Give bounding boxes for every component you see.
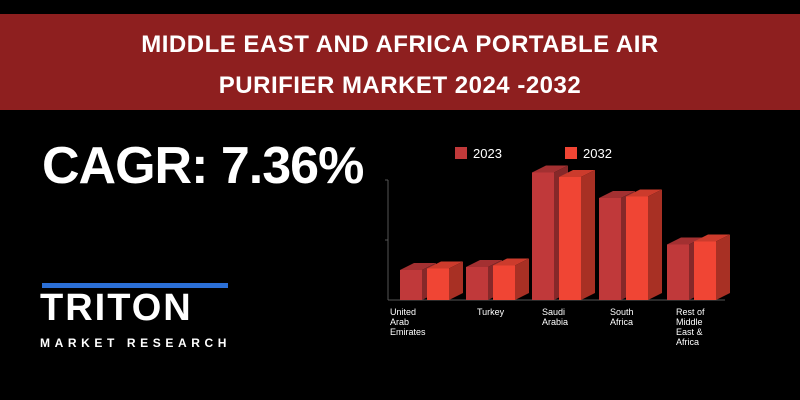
x-tick-label-1: Turkey [477, 307, 505, 317]
bar-top-face [427, 261, 463, 269]
bar-side-face [716, 234, 730, 300]
bar-front-face [493, 265, 515, 300]
bar-top-face [599, 191, 635, 198]
x-tick-label-4: Rest of Middle East & Africa [676, 307, 705, 347]
x-tick-labels: United Arab Emirates Turkey Saudi Arabia South… [390, 307, 705, 347]
chart-legend: 2023 2032 [455, 146, 612, 161]
bar-top-face [626, 189, 662, 197]
logo-accent-bar [42, 283, 228, 288]
logo-subtitle: MARKET RESEARCH [40, 336, 232, 350]
legend-label-2023: 2023 [473, 146, 502, 161]
bar-2032-4 [694, 234, 730, 300]
bar-front-face [694, 241, 716, 300]
bar-top-face [532, 165, 568, 173]
x-tick-label-3: South Africa [610, 307, 634, 327]
bar-front-face [532, 172, 554, 300]
bar-2032-1 [493, 258, 529, 300]
bar-2032-2 [559, 170, 595, 300]
bar-front-face [427, 268, 449, 300]
bar-top-face [466, 260, 502, 267]
bar-top-face [667, 237, 703, 245]
triton-logo: TRITON MARKET RESEARCH [40, 283, 235, 358]
bar-top-face [559, 170, 595, 177]
bar-top-face [493, 258, 529, 266]
bar-front-face [626, 196, 648, 300]
title-line-1: MIDDLE EAST AND AFRICA PORTABLE AIR [141, 31, 659, 58]
bar-front-face [466, 267, 488, 300]
bar-chart: 2023 2032 United Arab Emirates Turkey Saudi Ar… [385, 146, 730, 347]
x-tick-label-2: Saudi Arabia [542, 307, 568, 327]
bar-front-face [599, 198, 621, 300]
bar-side-face [449, 261, 463, 300]
logo-wordmark: TRITON [40, 287, 193, 329]
bar-top-face [694, 234, 730, 242]
legend-swatch-2032 [565, 147, 577, 159]
cagr-label: CAGR: 7.36% [42, 137, 364, 195]
title-line-2: PURIFIER MARKET 2024 -2032 [218, 72, 582, 99]
x-tick-label-0: United Arab Emirates [390, 307, 426, 337]
bar-side-face [515, 258, 529, 300]
legend-swatch-2023 [455, 147, 467, 159]
bar-side-face [648, 189, 662, 300]
bar-front-face [667, 244, 689, 300]
bar-top-face [400, 263, 436, 270]
bar-front-face [400, 270, 422, 300]
chart-bars [400, 165, 730, 300]
bar-front-face [559, 177, 581, 300]
bar-side-face [581, 170, 595, 300]
bar-2032-3 [626, 189, 662, 300]
bar-2032-0 [427, 261, 463, 300]
title-banner [0, 14, 800, 110]
legend-label-2032: 2032 [583, 146, 612, 161]
